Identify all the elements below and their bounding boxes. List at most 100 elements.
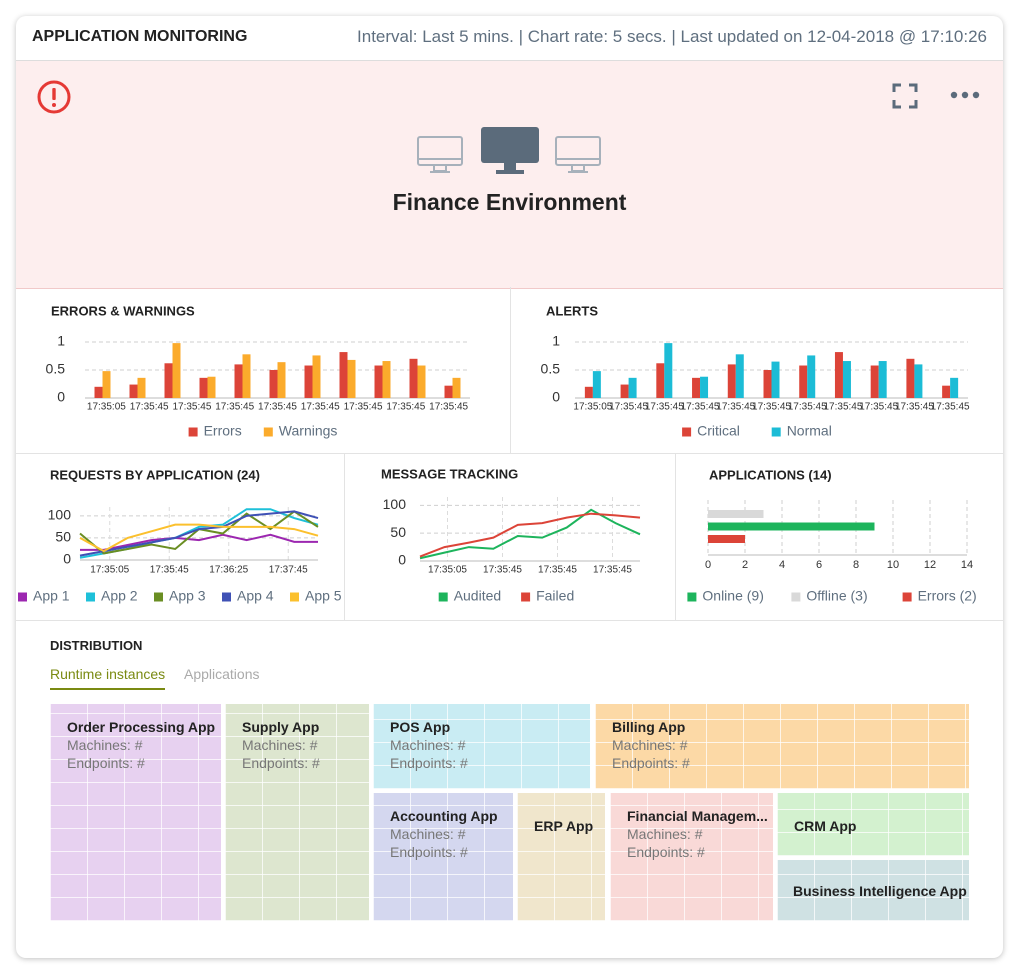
- legend-swatch: [687, 592, 697, 602]
- tile-endpoints: Endpoints: #: [390, 755, 468, 771]
- x-tick-label: 17:35:45: [483, 565, 522, 576]
- tab[interactable]: Applications: [184, 666, 260, 682]
- legend-label: App 2: [101, 588, 138, 604]
- legend-swatch: [188, 427, 198, 437]
- tile-machines: Machines: #: [67, 737, 143, 753]
- x-tick-label: 17:35:45: [344, 402, 383, 413]
- bar: [164, 363, 173, 398]
- bar: [664, 343, 673, 398]
- bar: [444, 385, 453, 398]
- tile-name: Order Processing App: [67, 719, 216, 735]
- more-icon[interactable]: [949, 89, 981, 101]
- alert-icon[interactable]: [36, 79, 72, 115]
- x-tick-label: 17:35:45: [609, 402, 648, 413]
- y-tick-label: 50: [55, 529, 71, 545]
- divider: [16, 453, 1003, 454]
- y-tick-label: 0.5: [46, 361, 66, 377]
- bar: [94, 386, 103, 398]
- x-tick-label: 2: [742, 559, 748, 571]
- treemap-tile[interactable]: Billing App Machines: # Endpoints: #: [595, 704, 969, 789]
- bar: [807, 355, 816, 398]
- bar: [692, 377, 701, 398]
- treemap-tile[interactable]: POS App Machines: # Endpoints: #: [373, 704, 590, 789]
- legend-swatch: [771, 427, 781, 437]
- environment-name: Finance Environment: [392, 189, 627, 215]
- x-tick-label: 17:35:45: [788, 402, 827, 413]
- treemap-tile[interactable]: Business Intelligence App: [777, 860, 969, 921]
- chart: ALERTS00.5117:35:0517:35:4517:35:4517:35…: [541, 303, 971, 439]
- y-tick-label: 1: [552, 333, 560, 349]
- tab-active[interactable]: Runtime instances: [50, 666, 166, 690]
- x-tick-label: 6: [816, 559, 822, 571]
- bar: [735, 354, 744, 398]
- tile-name: Billing App: [612, 719, 686, 735]
- legend-swatch: [902, 592, 912, 602]
- legend-label: Offline (3): [806, 588, 867, 604]
- x-tick-label: 17:37:45: [269, 565, 308, 576]
- tile-name: CRM App: [794, 818, 857, 834]
- legend-swatch: [18, 592, 27, 602]
- x-tick-label: 17:35:45: [716, 402, 755, 413]
- x-tick-label: 4: [779, 559, 785, 571]
- legend-label: App 3: [169, 588, 206, 604]
- y-tick-label: 100: [383, 496, 407, 512]
- treemap-tile[interactable]: Supply App Machines: # Endpoints: #: [225, 704, 369, 921]
- tile-name: Business Intelligence App: [793, 883, 967, 899]
- chart: MESSAGE TRACKING 0 50 100 17:35:05 17:35:45 17…: [381, 466, 641, 604]
- y-tick-label: 0.5: [541, 361, 561, 377]
- dashboard-card: APPLICATION MONITORING Interval: Last 5 …: [16, 16, 1003, 958]
- bar: [304, 365, 313, 398]
- x-tick-label: 17:35:45: [429, 402, 468, 413]
- legend-label: Errors: [204, 423, 242, 439]
- monitor-icons: [417, 127, 601, 174]
- tile-name: Financial Managem...: [627, 808, 768, 824]
- line-series: [79, 510, 319, 557]
- legend-label: Critical: [697, 423, 740, 439]
- x-tick-label: 17:35:05: [428, 565, 467, 576]
- bar: [700, 376, 709, 398]
- bar: [347, 359, 356, 398]
- legend-label: Audited: [454, 588, 501, 604]
- tile-name: Accounting App: [390, 808, 498, 824]
- bar: [102, 371, 111, 398]
- x-tick-label: 17:35:45: [301, 402, 340, 413]
- legend-label: App 4: [237, 588, 274, 604]
- y-tick-label: 0: [63, 551, 71, 567]
- x-tick-label: 17:35:05: [90, 565, 129, 576]
- bar: [914, 364, 923, 398]
- divider: [344, 453, 345, 620]
- tile-endpoints: Endpoints: #: [67, 755, 145, 771]
- treemap-tile[interactable]: CRM App: [777, 793, 969, 856]
- bar: [628, 377, 637, 398]
- legend-swatch: [521, 592, 531, 602]
- bar: [137, 377, 146, 398]
- x-tick-label: 17:35:45: [172, 402, 211, 413]
- chart-title: ALERTS: [546, 303, 598, 318]
- bar: [452, 377, 461, 398]
- bar: [592, 371, 601, 398]
- legend-swatch: [263, 427, 273, 437]
- x-tick-label: 17:35:45: [931, 402, 970, 413]
- fullscreen-icon[interactable]: [892, 83, 918, 109]
- bar: [708, 510, 764, 518]
- bar: [312, 355, 321, 398]
- legend-label: App 1: [33, 588, 70, 604]
- treemap-tile[interactable]: ERP App: [517, 793, 605, 921]
- treemap-tile[interactable]: Order Processing App Machines: # Endpoints…: [50, 704, 221, 921]
- y-tick-label: 100: [48, 507, 72, 523]
- legend-swatch: [438, 592, 448, 602]
- treemap-tile[interactable]: Financial Managem... Machines: # Endpoints…: [610, 793, 773, 921]
- bar: [417, 365, 426, 398]
- chart-title: MESSAGE TRACKING: [381, 466, 518, 481]
- bar: [842, 361, 851, 398]
- bar: [277, 362, 286, 398]
- x-tick-label: 17:35:45: [258, 402, 297, 413]
- bar: [950, 377, 959, 398]
- bar: [234, 364, 243, 398]
- line-series: [79, 523, 319, 553]
- legend-swatch: [222, 592, 231, 602]
- y-tick-label: 0: [552, 389, 560, 405]
- treemap-tile[interactable]: Accounting App Machines: # Endpoints: #: [373, 793, 513, 921]
